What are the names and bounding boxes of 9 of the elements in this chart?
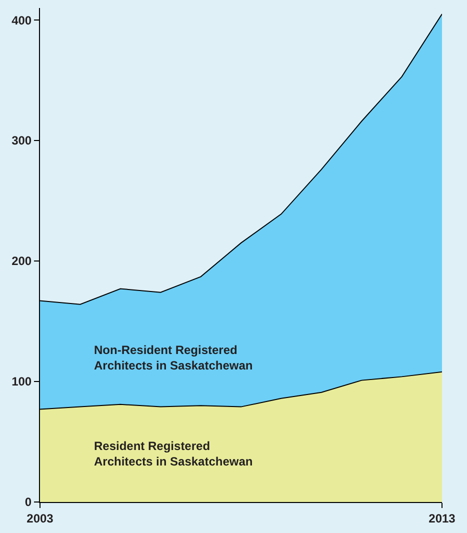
y-tick-label: 0 (24, 495, 32, 510)
y-tick-label: 400 (12, 13, 32, 28)
series-label: Non-Resident Registered Architects in Saskatchewan (94, 343, 253, 373)
x-tick-label: 2013 (428, 511, 456, 526)
x-tick-label: 2003 (26, 511, 54, 526)
series-label: Resident Registered Architects in Saskatchewan (94, 439, 253, 469)
y-tick-label: 300 (12, 134, 32, 148)
y-tick-label: 100 (12, 374, 32, 389)
y-tick-label: 200 (12, 254, 32, 268)
